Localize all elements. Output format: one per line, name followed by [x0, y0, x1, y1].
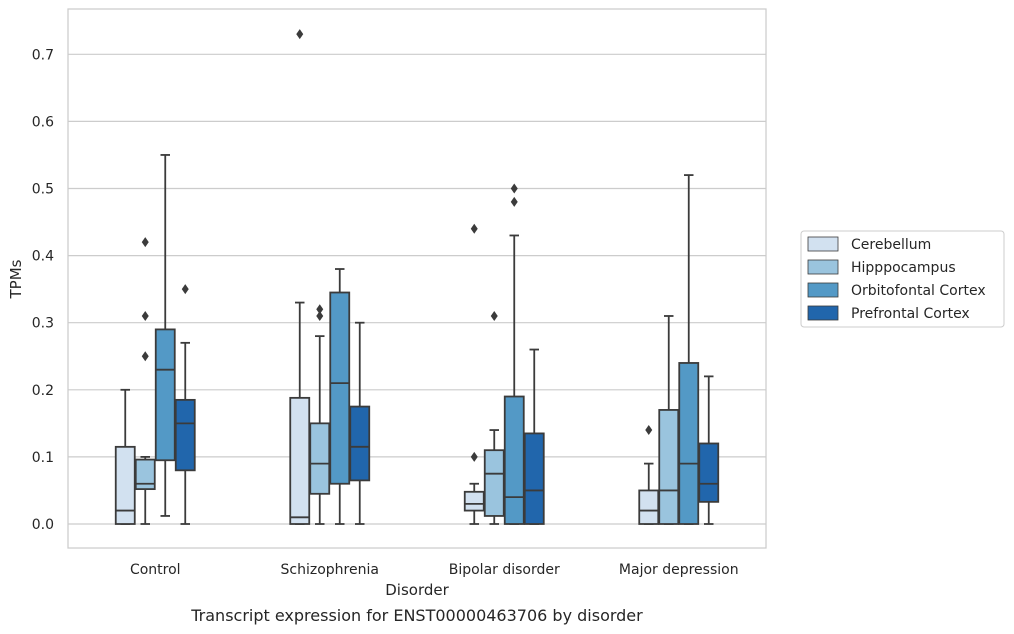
- outlier-marker: [141, 237, 149, 248]
- outlier-marker: [510, 196, 518, 207]
- box-cerebellum: [114, 388, 136, 525]
- iqr-box: [483, 449, 505, 517]
- box-orbitofontal-cortex: [154, 154, 176, 517]
- outlier-marker: [510, 183, 518, 194]
- box-prefrontal-cortex: [349, 321, 371, 525]
- box-orbitofontal-cortex: [503, 183, 525, 525]
- outlier-marker: [316, 310, 324, 321]
- box-series: [114, 29, 720, 525]
- legend-swatch: [807, 236, 839, 252]
- legend-label: Hipppocampus: [851, 260, 956, 276]
- x-tick-label: Major depression: [619, 562, 739, 578]
- iqr-box: [638, 489, 660, 525]
- box-cerebellum: [463, 223, 485, 525]
- x-tick-labels: Control Schizophrenia Bipolar disorder Majo…: [130, 562, 739, 578]
- outlier-marker: [470, 451, 478, 462]
- iqr-box: [289, 396, 311, 525]
- iqr-box: [503, 395, 525, 525]
- y-tick-label: 0.2: [32, 383, 54, 399]
- box-cerebellum: [289, 29, 311, 525]
- y-axis-label: TPMs: [7, 259, 25, 299]
- outlier-marker: [645, 425, 653, 436]
- iqr-box: [134, 458, 156, 491]
- box-cerebellum: [638, 425, 660, 525]
- iqr-box: [309, 422, 331, 495]
- legend-label: Orbitofontal Cortex: [851, 283, 986, 299]
- y-tick-label: 0.0: [32, 517, 54, 533]
- iqr-box: [463, 490, 485, 512]
- y-tick-label: 0.7: [32, 47, 54, 63]
- box-hipppocampus: [658, 315, 680, 525]
- legend: Cerebellum Hipppocampus Orbitofontal Corte…: [800, 230, 1005, 328]
- legend-label: Cerebellum: [851, 237, 931, 253]
- iqr-box: [698, 442, 720, 503]
- box-orbitofontal-cortex: [678, 174, 700, 525]
- y-tick-label: 0.1: [32, 450, 54, 466]
- outlier-marker: [181, 284, 189, 295]
- iqr-box: [154, 328, 176, 462]
- iqr-box: [174, 398, 196, 472]
- outlier-marker: [296, 29, 304, 40]
- outlier-marker: [141, 310, 149, 321]
- x-tick-label: Control: [130, 562, 181, 578]
- legend-swatch: [807, 282, 839, 298]
- plot-area-frame: [67, 8, 767, 549]
- legend-swatch: [807, 259, 839, 275]
- iqr-box: [349, 405, 371, 482]
- y-tick-label: 0.5: [32, 182, 54, 198]
- x-tick-label: Bipolar disorder: [449, 562, 560, 578]
- y-tick-label: 0.3: [32, 316, 54, 332]
- box-orbitofontal-cortex: [329, 268, 351, 525]
- x-axis-label: Disorder: [385, 581, 449, 599]
- iqr-box: [678, 362, 700, 525]
- outlier-marker: [470, 223, 478, 234]
- iqr-box: [658, 409, 680, 525]
- box-prefrontal-cortex: [523, 348, 545, 525]
- y-tick-label: 0.4: [32, 249, 54, 265]
- x-tick-label: Schizophrenia: [281, 562, 379, 578]
- iqr-box: [523, 432, 545, 525]
- legend-frame: [800, 230, 1005, 328]
- outlier-marker: [316, 304, 324, 315]
- outlier-marker: [141, 351, 149, 362]
- y-tick-labels: 0.0 0.1 0.2 0.3 0.4 0.5 0.6 0.7: [32, 47, 54, 533]
- legend-label: Prefrontal Cortex: [851, 306, 970, 322]
- chart-caption: Transcript expression for ENST0000046370…: [191, 606, 643, 625]
- box-prefrontal-cortex: [174, 284, 196, 525]
- y-tick-label: 0.6: [32, 114, 54, 130]
- outlier-marker: [490, 310, 498, 321]
- box-hipppocampus: [483, 310, 505, 525]
- legend-swatch: [807, 305, 839, 321]
- box-prefrontal-cortex: [698, 375, 720, 525]
- iqr-box: [329, 291, 351, 485]
- box-hipppocampus: [134, 237, 156, 525]
- iqr-box: [114, 445, 136, 525]
- box-hipppocampus: [309, 304, 331, 525]
